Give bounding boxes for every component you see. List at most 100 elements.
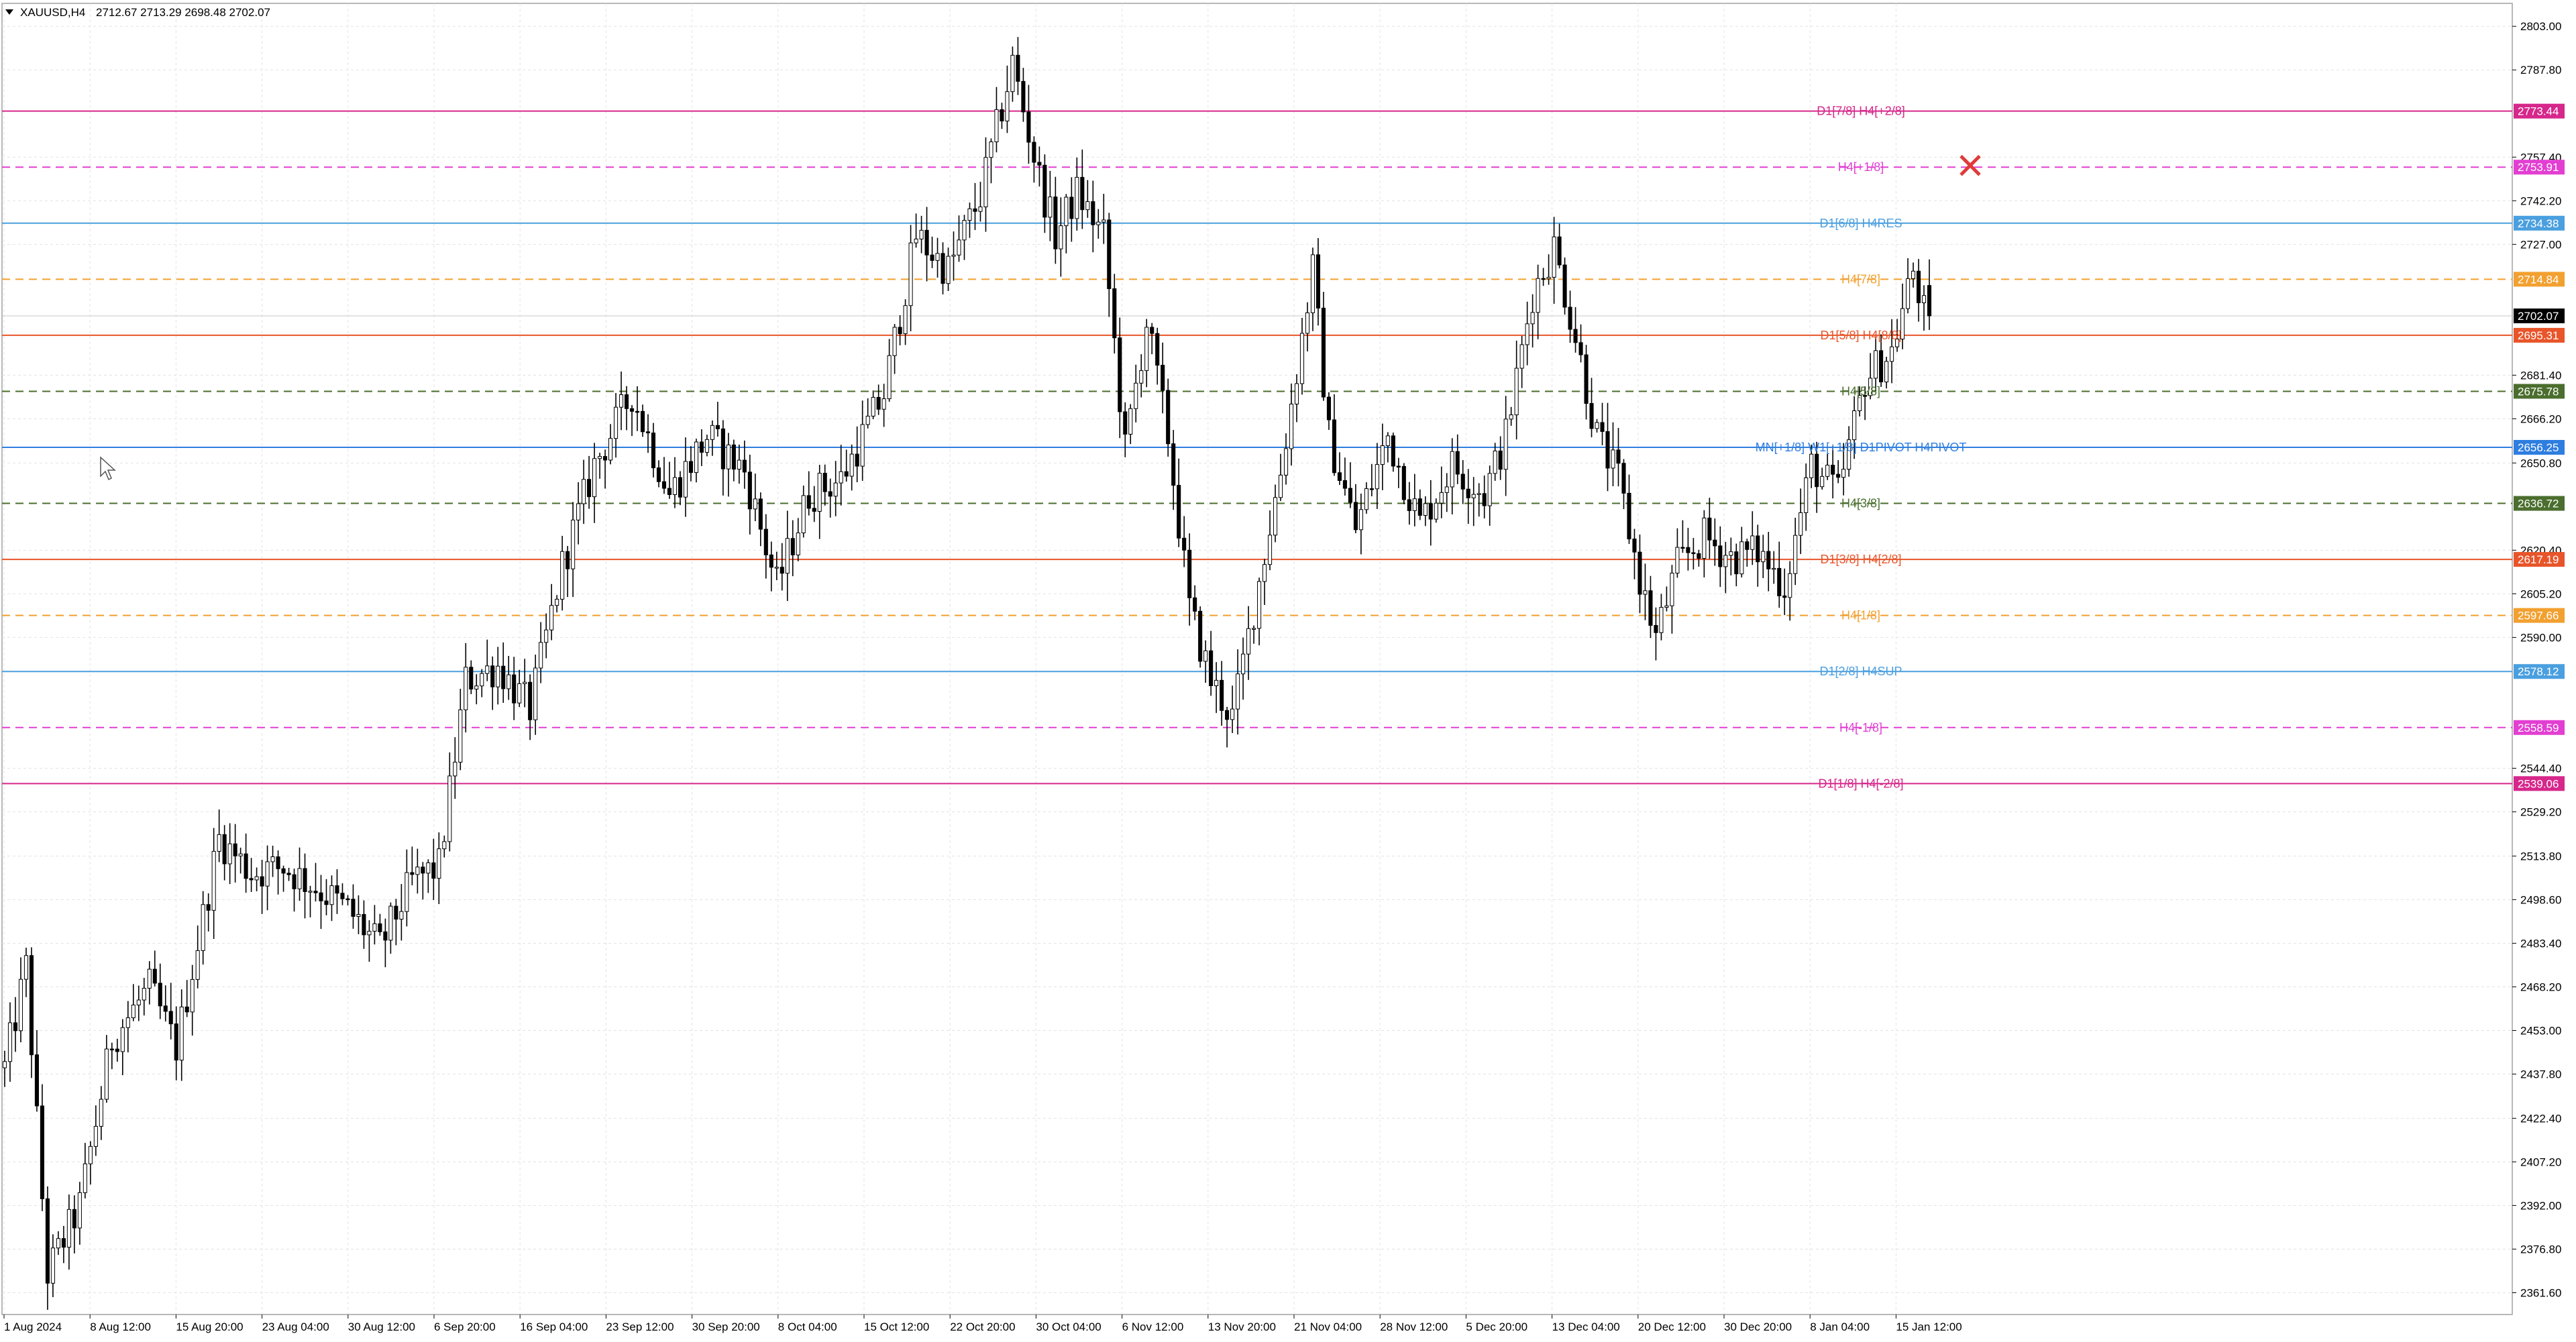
candle-body <box>286 873 291 875</box>
candle-body <box>1482 493 1487 506</box>
candle-body <box>260 876 264 887</box>
level-price-label: 2695.31 <box>2518 329 2559 342</box>
candle-body <box>1348 488 1352 503</box>
price-tick-label: 2437.80 <box>2520 1068 2561 1081</box>
candle-body <box>1766 551 1771 569</box>
candle-body <box>1568 306 1572 330</box>
date-tick-label: 23 Sep 12:00 <box>606 1321 674 1333</box>
candle-body <box>1434 502 1438 520</box>
date-tick-label: 8 Aug 12:00 <box>90 1321 151 1333</box>
candle-body <box>1380 445 1385 465</box>
candle-body <box>989 141 994 158</box>
candle-body <box>335 885 339 894</box>
price-tick-label: 2681.40 <box>2520 369 2561 382</box>
dropdown-triangle-icon[interactable] <box>5 9 13 15</box>
price-tick-label: 2605.20 <box>2520 588 2561 600</box>
candle-body <box>1921 295 1927 303</box>
candle-body <box>351 899 356 917</box>
candle-body <box>1509 414 1513 420</box>
candle-body <box>1064 197 1069 227</box>
candle-body <box>1750 535 1755 550</box>
candle-body <box>1273 497 1278 536</box>
candle-body <box>1868 378 1873 396</box>
level-price-label: 2597.66 <box>2518 610 2559 622</box>
mouse-cursor <box>100 456 116 481</box>
candle-body <box>72 1209 76 1229</box>
candle-body <box>1713 539 1717 547</box>
candle-body <box>1316 254 1321 309</box>
price-tick-label: 2590.00 <box>2520 631 2561 644</box>
candle-body <box>849 453 854 477</box>
candle-body <box>388 905 393 941</box>
candle-body <box>1643 590 1648 595</box>
candle-body <box>908 242 913 306</box>
candle-body <box>1010 54 1015 93</box>
level-price-label: 2773.44 <box>2518 105 2559 118</box>
candle-body <box>978 206 983 212</box>
candle-body <box>833 482 838 497</box>
candle-body <box>914 238 918 243</box>
candle-body <box>29 955 34 1056</box>
candle-body <box>1283 448 1289 476</box>
candle-body <box>1863 395 1868 397</box>
candle-body <box>1000 109 1004 121</box>
candle-body <box>222 834 227 864</box>
candle-body <box>1493 450 1497 474</box>
candle-body <box>855 453 859 467</box>
date-tick-label: 1 Aug 2024 <box>4 1321 62 1333</box>
candle-body <box>694 441 698 473</box>
candle-body <box>753 498 757 510</box>
candle-body <box>372 923 377 932</box>
candle-body <box>1005 91 1010 121</box>
candle-body <box>1905 278 1911 309</box>
candle-body <box>1916 270 1921 303</box>
candle-body <box>780 567 784 574</box>
candle-body <box>1042 164 1047 218</box>
candle-body <box>142 988 146 1001</box>
candle-body <box>1718 545 1723 567</box>
candle-body <box>469 667 474 689</box>
candle-body <box>763 528 768 555</box>
candle-body <box>1026 111 1031 143</box>
candle-body <box>496 665 500 687</box>
level-price-label: 2734.38 <box>2518 217 2559 230</box>
candle-body <box>1171 443 1176 486</box>
candle-body <box>672 477 678 495</box>
candle-body <box>608 438 613 461</box>
date-tick-label: 15 Oct 12:00 <box>864 1321 929 1333</box>
price-tick-label: 2453.00 <box>2520 1024 2561 1037</box>
candle-body <box>1102 219 1106 223</box>
price-tick-label: 2666.20 <box>2520 412 2561 425</box>
candle-body <box>506 674 511 689</box>
candle-body <box>1439 492 1444 504</box>
level-label: D1[6/8] H4RES <box>1819 217 1902 230</box>
level-price-badge <box>2514 215 2565 231</box>
candle-body <box>1139 370 1144 384</box>
level-price-badge <box>2514 160 2565 175</box>
candle-body <box>453 761 458 777</box>
candle-body <box>136 999 141 1006</box>
candle-body <box>587 479 592 498</box>
candle-body <box>367 930 372 936</box>
candle-body <box>179 1006 184 1061</box>
candle-body <box>544 629 549 643</box>
candle-body <box>645 431 651 434</box>
candle-body <box>1471 494 1476 498</box>
candle-body <box>1536 278 1540 313</box>
candle-body <box>1085 201 1090 211</box>
candle-body <box>109 1048 114 1051</box>
candle-body <box>1825 465 1830 477</box>
candle-body <box>324 900 329 905</box>
candle-body <box>265 861 270 887</box>
candle-body <box>40 1105 44 1199</box>
candle-body <box>217 834 221 852</box>
level-labels: D1[7/8] H4[+2/8] H4[+1/8] D1[6/8] H4RES H4[… <box>1756 105 1967 791</box>
candle-body <box>624 394 629 409</box>
candle-body <box>383 931 388 941</box>
candle-body <box>66 1209 71 1248</box>
candle-body <box>973 208 977 212</box>
candle-body <box>1519 344 1524 369</box>
level-price-badge <box>2514 384 2565 399</box>
